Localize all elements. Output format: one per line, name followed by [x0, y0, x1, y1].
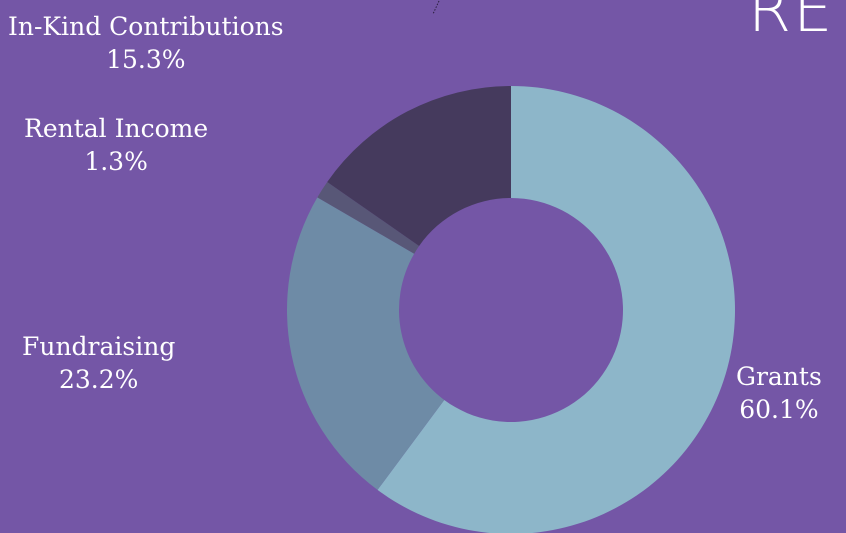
- donut-slice-in-kind-contributions: [327, 86, 511, 246]
- segment-label-fundraising: Fundraising 23.2%: [22, 330, 175, 396]
- chart-title-fragment: RE: [748, 0, 835, 46]
- segment-name: Rental Income: [24, 114, 209, 143]
- segment-percent: 23.2%: [58, 365, 139, 394]
- leader-line: [432, 0, 440, 15]
- segment-percent: 60.1%: [739, 395, 819, 424]
- segment-name: Fundraising: [22, 332, 176, 361]
- segment-name: Grants: [736, 362, 822, 391]
- segment-name: In-Kind Contributions: [8, 12, 284, 41]
- segment-percent: 15.3%: [106, 45, 186, 74]
- segment-label-in-kind-contributions: In-Kind Contributions 15.3%: [8, 10, 284, 76]
- segment-percent: 1.3%: [84, 147, 148, 176]
- segment-label-rental-income: Rental Income 1.3%: [24, 112, 208, 178]
- donut-slice-fundraising: [287, 197, 445, 490]
- segment-label-grants: Grants 60.1%: [736, 360, 822, 426]
- donut-slice-grants: [377, 86, 735, 533]
- donut-slice-rental-income: [317, 181, 420, 254]
